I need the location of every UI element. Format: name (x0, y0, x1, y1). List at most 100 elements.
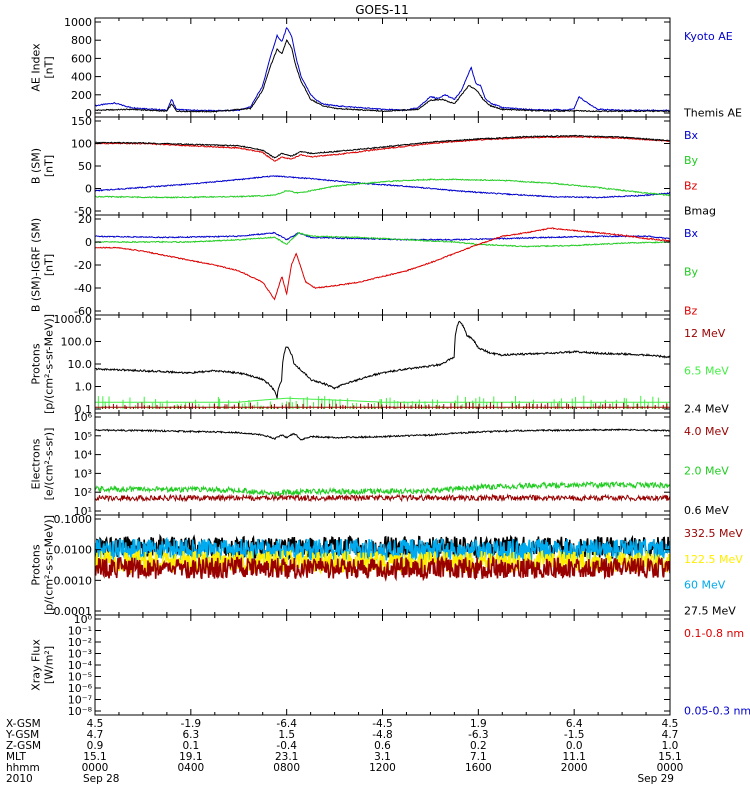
legend-bx: Bx (684, 227, 699, 240)
series-line-2-0-mev (95, 480, 670, 497)
y-axis-label: [p/(cm²-s-sr-MeV)] (43, 314, 56, 414)
y-axis-label: AE Index (30, 43, 43, 92)
y-tick-label: 10⁻¹ (68, 625, 92, 638)
legend-bz: Bz (684, 179, 698, 192)
legend-bz: Bz (684, 304, 698, 317)
y-tick-label: 0.0001 (54, 605, 93, 618)
panel-frame (94, 614, 671, 716)
axis-row-label: Y-GSM (5, 729, 39, 741)
series-line-bz (95, 135, 670, 162)
axis-row-value: 0.0 (566, 740, 583, 752)
legend-2-4-mev: 2.4 MeV (684, 402, 729, 415)
axis-row-value: 1.9 (470, 718, 487, 730)
legend-4-0-mev: 4.0 MeV (684, 425, 729, 438)
axis-row-label: X-GSM (6, 718, 41, 730)
y-tick-label: 10.0 (68, 358, 93, 371)
axis-row-value: Sep 28 (83, 773, 120, 785)
axis-row-label: MLT (6, 751, 26, 763)
axis-row-value: 0.2 (470, 740, 487, 752)
axis-row-value: -6.3 (468, 729, 489, 741)
y-axis-label: B (SM)-IGRF (SM) (30, 218, 43, 312)
y-tick-label: 10⁻⁷ (68, 694, 92, 707)
y-tick-label: 400 (71, 71, 92, 84)
axis-row-value: 1200 (369, 762, 396, 774)
y-tick-label: 800 (71, 34, 92, 47)
panel-frame (94, 116, 671, 216)
y-tick-label: 0.0100 (54, 544, 93, 557)
y-tick-label: 10³ (74, 467, 92, 480)
legend-bmag: Bmag (684, 204, 716, 217)
legend-0-6-mev: 0.6 MeV (684, 504, 729, 517)
y-tick-label: 0.1000 (54, 513, 93, 526)
y-axis-label: B (SM) (30, 148, 43, 184)
y-tick-label: 10⁻⁴ (68, 659, 93, 672)
axis-row-value: 0.1 (182, 740, 199, 752)
y-axis-label: [W/m²] (43, 646, 56, 684)
time-axis-table: X-GSM 4.5 -1.9 -6.4 -4.5 1.9 6.4 4.5 Y-GSM 4.7 6.3… (5, 718, 683, 785)
series-group (95, 227, 670, 301)
axis-row-value: 2000 (561, 762, 588, 774)
y-tick-label: 20 (78, 213, 92, 226)
axis-row-value: 0.9 (87, 740, 104, 752)
y-tick-label: 100.0 (61, 336, 93, 349)
y-tick-label: 10⁻⁵ (68, 671, 92, 684)
y-tick-label: 1000.0 (54, 313, 93, 326)
y-tick-label: 10⁰ (74, 613, 93, 626)
series-line-332-5-mev (95, 554, 670, 582)
legend-60-mev: 60 MeV (684, 579, 726, 592)
panel-1: 0 200 400 600 800 1000 AE Index [nT] Kyoto AE The… (30, 16, 742, 120)
axis-row-value: 4.7 (662, 729, 679, 741)
y-tick-label: 0.0010 (54, 574, 93, 587)
plot-title: GOES-11 (355, 3, 409, 17)
series-group (95, 134, 670, 199)
axis-row-value: -0.4 (276, 740, 297, 752)
axis-row-value: 1.5 (278, 729, 295, 741)
y-tick-label: 0.1 (75, 403, 93, 416)
axis-row-value: -4.5 (372, 718, 393, 730)
legend-bx: Bx (684, 129, 699, 142)
y-tick-label: 10¹ (74, 505, 92, 518)
y-axis-label: Electrons (30, 438, 43, 489)
legend-6-5-mev: 6.5 MeV (684, 365, 729, 378)
y-axis-label: [e/(cm²-s-sr)] (43, 428, 56, 501)
y-tick-label: 1.0 (75, 381, 93, 394)
axis-row-value: 23.1 (275, 751, 298, 763)
y-axis-label: [nT] (43, 155, 56, 177)
panel-frame (94, 214, 671, 316)
axis-row-value: 0800 (273, 762, 300, 774)
axis-row-label: 2010 (6, 773, 33, 785)
y-tick-label: 10² (74, 486, 92, 499)
legend-0-05-0-3-nm: 0.05-0.3 nm (684, 704, 750, 717)
axis-row-value: 4.5 (87, 718, 104, 730)
series-line-6-5-mev (95, 397, 670, 403)
y-axis-label: Protons (30, 544, 43, 585)
legend-by: By (684, 154, 699, 167)
y-tick-label: 1000 (64, 16, 92, 29)
legend-0-1-0-8-nm: 0.1-0.8 nm (684, 627, 744, 640)
axis-row-value: 4.7 (87, 729, 104, 741)
y-axis-label: [p/(cm²-s-sr-MeV)] (43, 515, 56, 615)
series-group (95, 428, 670, 503)
y-axis-label: Xray Flux (30, 639, 43, 691)
axis-row-value: 1.0 (662, 740, 679, 752)
y-tick-label: 0 (85, 183, 92, 196)
axis-row-value: -1.9 (181, 718, 202, 730)
axis-row-label: hhmm (6, 762, 40, 774)
y-tick-label: -20 (74, 259, 92, 272)
axis-row-value: 15.1 (658, 751, 681, 763)
legend-27-5-mev: 27.5 MeV (684, 604, 736, 617)
y-tick-label: 100 (71, 138, 92, 151)
series-line-0-6-mev (95, 428, 670, 441)
series-line-by (95, 178, 670, 199)
series-line-by (95, 232, 670, 248)
y-tick-label: 10⁻³ (68, 648, 92, 661)
y-tick-label: -50 (74, 205, 92, 218)
panel-frame (94, 17, 671, 118)
axis-row-value: 0400 (177, 762, 204, 774)
y-tick-label: 0 (85, 236, 92, 249)
legend-12-mev: 12 MeV (684, 327, 726, 340)
axis-row-value: 4.5 (662, 718, 679, 730)
axis-row-value: -6.4 (276, 718, 297, 730)
legend-332-5-mev: 332.5 MeV (684, 527, 743, 540)
y-tick-label: 50 (78, 160, 92, 173)
